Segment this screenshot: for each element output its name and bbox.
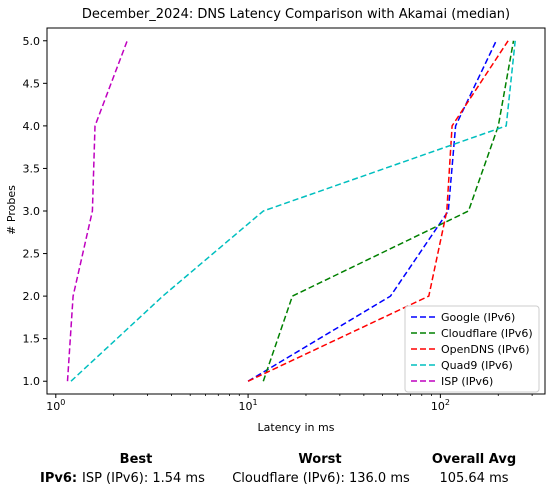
- y-tick-label: 3.5: [23, 162, 41, 175]
- y-tick-label: 4.0: [23, 120, 41, 133]
- y-tick-label: 2.0: [23, 290, 41, 303]
- y-tick-label: 5.0: [23, 35, 41, 48]
- summary-worst-header: Worst: [270, 452, 370, 467]
- x-axis-label: Latency in ms: [258, 421, 335, 434]
- summary-worst-value: Cloudflare (IPv6): 136.0 ms: [226, 471, 416, 486]
- summary-best-value: ISP (IPv6): 1.54 ms: [82, 471, 242, 486]
- legend-label: ISP (IPv6): [441, 375, 493, 388]
- summary-row-label: IPv6:: [40, 471, 77, 486]
- series-line-5: [68, 41, 128, 381]
- summary-best-header: Best: [96, 452, 176, 467]
- y-tick-label: 1.5: [23, 333, 41, 346]
- y-tick-label: 4.5: [23, 77, 41, 90]
- summary-overall-value: 105.64 ms: [414, 471, 534, 486]
- latency-chart: December_2024: DNS Latency Comparison wi…: [0, 0, 551, 440]
- y-tick-label: 1.0: [23, 375, 41, 388]
- summary-overall-header: Overall Avg: [414, 452, 534, 467]
- legend: Google (IPv6) Cloudflare (IPv6) OpenDNS (I…: [405, 306, 539, 392]
- x-tick-label: 101: [239, 398, 258, 413]
- legend-label: OpenDNS (IPv6): [441, 343, 530, 356]
- y-tick-label: 3.0: [23, 205, 41, 218]
- x-tick-label: 100: [46, 398, 65, 413]
- y-tick-label: 2.5: [23, 248, 41, 261]
- chart-title: December_2024: DNS Latency Comparison wi…: [82, 7, 510, 22]
- legend-label: Cloudflare (IPv6): [441, 327, 533, 340]
- y-axis-label: # Probes: [5, 185, 18, 235]
- legend-label: Google (IPv6): [441, 311, 515, 324]
- x-tick-label: 102: [431, 398, 450, 413]
- legend-label: Quad9 (IPv6): [441, 359, 513, 372]
